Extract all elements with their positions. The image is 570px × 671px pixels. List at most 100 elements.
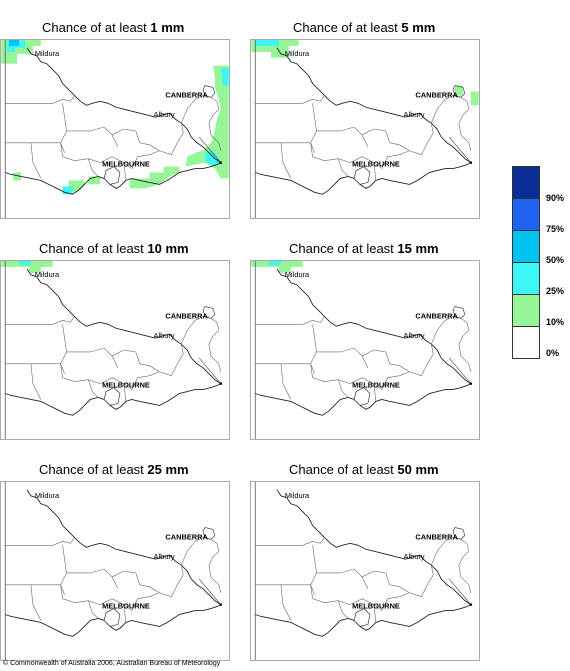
- legend-label-0: 0%: [546, 348, 560, 358]
- district-border: [389, 142, 422, 155]
- pointer-line: [448, 136, 472, 163]
- district-border: [171, 565, 184, 597]
- district-border: [338, 379, 349, 398]
- district-border: [458, 109, 472, 151]
- title-amount: 25 mm: [147, 462, 189, 477]
- district-border: [373, 383, 377, 402]
- legend-label-10: 10%: [546, 317, 565, 327]
- district-border: [208, 330, 222, 372]
- legend-swatch-25: [513, 263, 539, 295]
- act-border: [202, 306, 216, 319]
- district-border: [361, 570, 391, 585]
- title-prefix: Chance of at least: [39, 241, 148, 256]
- map-panel-50mm: Mildura CANBERRA Albury MELBOURNE: [250, 481, 480, 661]
- place-label-melbourne: MELBOURNE: [352, 160, 400, 169]
- district-border: [373, 604, 377, 623]
- district-border: [350, 377, 382, 390]
- pointer-line: [198, 357, 222, 384]
- district-border: [60, 584, 101, 605]
- title-amount: 5 mm: [401, 20, 436, 35]
- district-border: [123, 383, 127, 402]
- district-border: [111, 349, 141, 364]
- rainfall-probability-area: [269, 261, 281, 265]
- victoria-outline: [5, 489, 222, 637]
- district-border: [123, 162, 127, 181]
- place-label-mildura: Mildura: [285, 491, 310, 500]
- legend-label-75: 75%: [546, 224, 565, 234]
- victoria-outline: [5, 47, 222, 195]
- victoria-map-svg: Mildura CANBERRA Albury MELBOURNE: [254, 482, 473, 660]
- district-border: [430, 537, 470, 566]
- map-panel-10mm: Mildura CANBERRA Albury MELBOURNE: [0, 260, 230, 440]
- place-label-mildura: Mildura: [285, 270, 310, 279]
- district-border: [361, 349, 391, 364]
- district-border: [5, 316, 75, 325]
- place-label-canberra: CANBERRA: [415, 532, 458, 541]
- rainfall-probability-area: [185, 65, 229, 179]
- district-border: [88, 158, 99, 177]
- district-border: [310, 584, 351, 605]
- title-amount: 10 mm: [147, 241, 189, 256]
- district-border: [316, 568, 369, 589]
- rainfall-probability-area: [13, 172, 22, 181]
- district-border: [60, 363, 101, 384]
- district-border: [280, 363, 292, 400]
- legend-swatch-0: [513, 327, 539, 358]
- district-border: [139, 142, 172, 155]
- district-border: [139, 363, 172, 376]
- act-border: [202, 527, 216, 540]
- legend-label-90: 90%: [546, 193, 565, 203]
- district-border: [310, 324, 317, 374]
- district-border: [60, 545, 67, 595]
- district-border: [373, 162, 377, 181]
- district-border: [180, 537, 220, 566]
- port-phillip-bay: [353, 166, 371, 185]
- district-border: [310, 363, 351, 384]
- place-label-mildura: Mildura: [35, 491, 60, 500]
- district-border: [458, 330, 472, 372]
- place-label-albury: Albury: [154, 331, 175, 340]
- district-border: [88, 379, 99, 398]
- district-border: [208, 551, 222, 593]
- title-amount: 15 mm: [397, 241, 439, 256]
- district-border: [111, 128, 141, 143]
- place-label-albury: Albury: [404, 110, 425, 119]
- district-border: [171, 123, 184, 155]
- rainfall-probability-area: [454, 85, 463, 96]
- place-label-mildura: Mildura: [35, 270, 60, 279]
- district-border: [430, 316, 470, 345]
- place-label-melbourne: MELBOURNE: [102, 160, 150, 169]
- victoria-map-svg: Mildura CANBERRA Albury MELBOURNE: [1, 40, 229, 218]
- pointer-line: [198, 136, 222, 163]
- district-border: [30, 584, 42, 621]
- rainfall-probability-area: [251, 261, 303, 273]
- title-prefix: Chance of at least: [42, 20, 151, 35]
- district-border: [338, 158, 349, 177]
- victoria-map-svg: Mildura CANBERRA Albury MELBOURNE: [251, 40, 479, 218]
- panel-title-50mm: Chance of at least 50 mm: [289, 462, 439, 477]
- district-border: [100, 598, 132, 611]
- panel-title-15mm: Chance of at least 15 mm: [289, 241, 439, 256]
- port-phillip-bay: [103, 608, 121, 627]
- location-dot: [219, 161, 223, 164]
- district-border: [310, 103, 317, 153]
- port-phillip-bay: [353, 387, 371, 406]
- rainfall-probability-area: [19, 261, 31, 265]
- district-border: [131, 592, 160, 611]
- location-dot: [219, 603, 223, 606]
- probability-legend: [512, 166, 540, 359]
- map-panel-5mm: Mildura CANBERRA Albury MELBOURNE: [250, 39, 480, 219]
- district-border: [131, 150, 160, 169]
- location-dot: [469, 603, 473, 606]
- district-border: [316, 347, 369, 368]
- district-border: [5, 95, 75, 104]
- victoria-outline: [255, 268, 472, 416]
- place-label-melbourne: MELBOURNE: [102, 602, 150, 611]
- district-border: [389, 363, 422, 376]
- rainfall-probability-area: [470, 91, 479, 106]
- place-label-mildura: Mildura: [35, 49, 60, 58]
- rainfall-probability-area: [255, 40, 279, 46]
- district-border: [60, 142, 101, 163]
- district-border: [255, 316, 325, 325]
- act-border: [202, 85, 216, 98]
